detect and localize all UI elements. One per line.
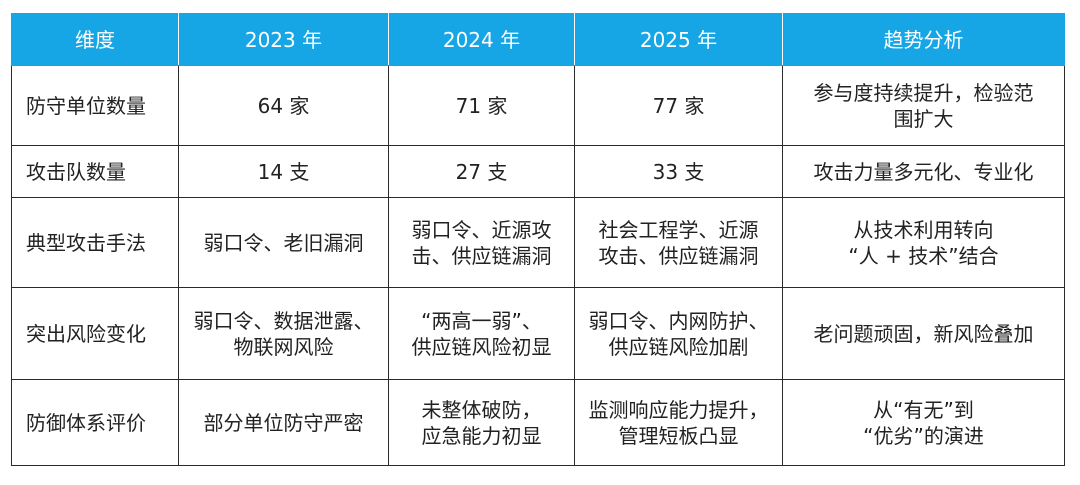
cell-line: 管理短板凸显: [618, 423, 739, 448]
cell-line: 64 家: [257, 93, 310, 118]
cell-line: 弱口令、数据泄露、: [193, 308, 374, 333]
cell-2023: 弱口令、数据泄露、 物联网风险: [178, 287, 389, 380]
cell-2025: 监测响应能力提升， 管理短板凸显: [574, 379, 783, 466]
table-row: 突出风险变化 弱口令、数据泄露、 物联网风险 “两高一弱”、 供应链风险初显 弱…: [11, 287, 1065, 380]
cell-2025: 77 家: [574, 65, 783, 146]
cell-line: 14 支: [257, 159, 310, 184]
cell-line: 71 家: [455, 93, 508, 118]
row-label: 典型攻击手法: [11, 197, 179, 288]
table-row: 典型攻击手法 弱口令、老旧漏洞 弱口令、近源攻 击、供应链漏洞 社会工程学、近源…: [11, 197, 1065, 288]
cell-line: “优劣”的演进: [863, 423, 984, 448]
cell-line: 部分单位防守严密: [203, 410, 364, 435]
row-label: 突出风险变化: [11, 287, 179, 380]
cell-line: “两高一弱”、: [421, 308, 542, 333]
cell-line: 弱口令、老旧漏洞: [203, 230, 364, 255]
cell-trend: 攻击力量多元化、专业化: [782, 145, 1065, 198]
cell-2025: 33 支: [574, 145, 783, 198]
row-label: 攻击队数量: [11, 145, 179, 198]
cell-2023: 14 支: [178, 145, 389, 198]
cell-line: 从“有无”到: [873, 397, 974, 422]
table-row: 防守单位数量 64 家 71 家 77 家 参与度持续提升，检验范 围扩大: [11, 65, 1065, 146]
cell-2024: 71 家: [388, 65, 575, 146]
cell-2024: 27 支: [388, 145, 575, 198]
cell-line: 攻击、供应链漏洞: [598, 243, 759, 268]
cell-line: 供应链风险初显: [411, 334, 552, 359]
cell-line: 社会工程学、近源: [598, 217, 759, 242]
header-row: 维度 2023 年 2024 年 2025 年 趋势分析: [11, 13, 1065, 66]
cell-line: 77 家: [652, 93, 705, 118]
header-2024: 2024 年: [388, 13, 575, 66]
cell-line: 供应链风险加剧: [608, 334, 749, 359]
cell-line: 参与度持续提升，检验范: [813, 80, 1034, 105]
cell-2024: “两高一弱”、 供应链风险初显: [388, 287, 575, 380]
header-2025: 2025 年: [574, 13, 783, 66]
cell-2025: 弱口令、内网防护、 供应链风险加剧: [574, 287, 783, 380]
cell-trend: 从“有无”到 “优劣”的演进: [782, 379, 1065, 466]
cell-trend: 参与度持续提升，检验范 围扩大: [782, 65, 1065, 146]
cell-line: 围扩大: [893, 106, 954, 131]
header-dimension: 维度: [11, 13, 179, 66]
cell-2023: 弱口令、老旧漏洞: [178, 197, 389, 288]
row-label: 防御体系评价: [11, 379, 179, 466]
cell-line: 33 支: [652, 159, 705, 184]
cell-2024: 弱口令、近源攻 击、供应链漏洞: [388, 197, 575, 288]
cell-trend: 从技术利用转向 “人 + 技术”结合: [782, 197, 1065, 288]
cell-line: 未整体破防，: [421, 397, 542, 422]
header-trend: 趋势分析: [782, 13, 1065, 66]
cell-2023: 部分单位防守严密: [178, 379, 389, 466]
cell-2024: 未整体破防， 应急能力初显: [388, 379, 575, 466]
table-row: 防御体系评价 部分单位防守严密 未整体破防， 应急能力初显 监测响应能力提升， …: [11, 379, 1065, 466]
cell-line: 监测响应能力提升，: [588, 397, 769, 422]
cell-line: 弱口令、近源攻: [411, 217, 552, 242]
cell-line: 应急能力初显: [421, 423, 542, 448]
row-label: 防守单位数量: [11, 65, 179, 146]
cell-2023: 64 家: [178, 65, 389, 146]
cell-line: 27 支: [455, 159, 508, 184]
cell-2025: 社会工程学、近源 攻击、供应链漏洞: [574, 197, 783, 288]
cell-line: 攻击力量多元化、专业化: [813, 159, 1034, 184]
cell-line: 物联网风险: [233, 334, 334, 359]
cell-line: 老问题顽固，新风险叠加: [813, 321, 1034, 346]
header-2023: 2023 年: [178, 13, 389, 66]
cell-line: 弱口令、内网防护、: [588, 308, 769, 333]
cell-line: “人 + 技术”结合: [848, 243, 999, 268]
comparison-table: 维度 2023 年 2024 年 2025 年 趋势分析 防守单位数量 64 家…: [11, 13, 1065, 466]
cell-line: 击、供应链漏洞: [411, 243, 552, 268]
cell-trend: 老问题顽固，新风险叠加: [782, 287, 1065, 380]
cell-line: 从技术利用转向: [853, 217, 994, 242]
table-row: 攻击队数量 14 支 27 支 33 支 攻击力量多元化、专业化: [11, 145, 1065, 198]
